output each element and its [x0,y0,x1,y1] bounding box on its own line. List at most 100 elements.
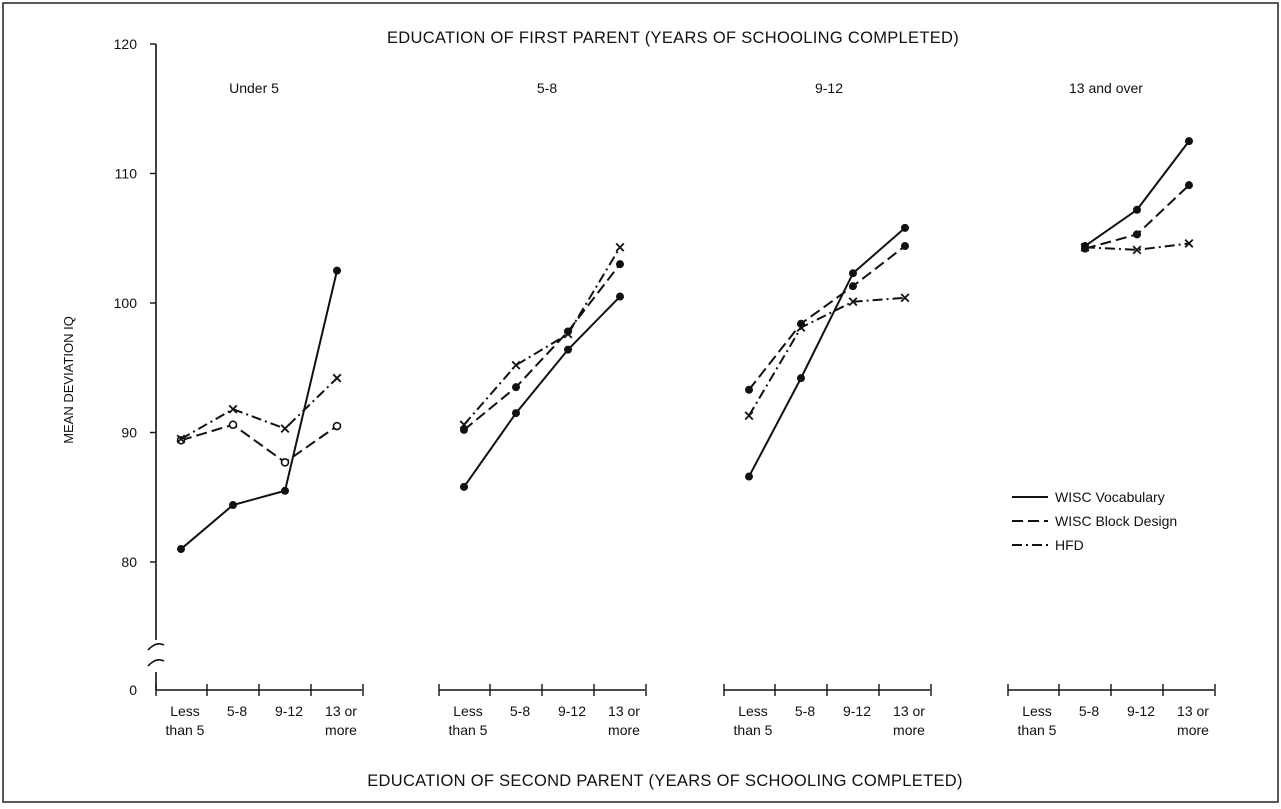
panel-label: 5-8 [537,80,557,96]
data-point [511,360,521,370]
chart-title: EDUCATION OF FIRST PARENT (YEARS OF SCHO… [387,29,959,47]
y-axis-label: MEAN DEVIATION IQ [61,316,76,444]
data-point [512,383,520,392]
series-line [1084,184,1190,250]
x-tick-label: 9-12 [275,703,303,719]
data-point [745,385,753,394]
x-tick-label: more [893,722,925,738]
data-point [1132,245,1142,255]
data-point [176,434,186,444]
x-tick-label: more [325,722,357,738]
series-line [180,423,338,464]
legend-label: HFD [1055,537,1084,553]
x-tick-label: 5-8 [1079,703,1099,719]
data-point [745,472,753,481]
panel: 5-8 Less than 5 5-8 9-12 13 or more [438,80,647,738]
data-point [563,329,573,339]
data-point [229,501,237,510]
series-line [463,246,621,426]
data-point [332,373,342,383]
panel: 13 and over Less than 5 5-8 9-12 13 or more [1007,80,1216,738]
series-line [463,295,621,488]
x-tick-label: Less [1022,703,1052,719]
series-line [748,227,906,477]
series-line [180,377,338,440]
legend-label: WISC Block Design [1055,513,1177,529]
legend-label: WISC Vocabulary [1055,489,1165,505]
panel-label: 9-12 [815,80,843,96]
x-tick-label: than 5 [1018,722,1057,738]
data-point [228,404,238,414]
data-point [280,424,290,434]
data-point [281,486,289,495]
data-point [1184,238,1194,248]
x-tick-label: 5-8 [795,703,815,719]
x-tick-label: than 5 [166,722,205,738]
data-point [1133,230,1141,239]
x-tick-label: Less [453,703,483,719]
y-tick-label: 110 [115,166,138,182]
x-axis-label: EDUCATION OF SECOND PARENT (YEARS OF SCH… [367,772,963,790]
data-point [333,266,341,275]
x-tick-label: 13 or [325,703,357,719]
data-point [459,420,469,430]
x-tick-label: 5-8 [227,703,247,719]
data-point [332,421,342,431]
x-tick-label: 9-12 [843,703,871,719]
data-point [1081,244,1089,253]
data-point [744,411,754,421]
x-tick-label: 13 or [893,703,925,719]
data-point [1185,181,1193,190]
data-point [564,345,572,354]
data-point [900,293,910,303]
data-point [901,242,909,251]
data-point [615,242,625,252]
data-point [796,323,806,333]
panels: Under 5 Less than 5 5-8 9-12 13 or more 5-8 Less… [155,80,1216,738]
panel: 9-12 Less than 5 5-8 9-12 13 or more [723,80,932,738]
series-line [748,296,906,417]
data-point [512,409,520,418]
y-axis-break-mark [147,643,165,651]
y-tick-label: 120 [114,36,138,52]
legend: WISC Vocabulary WISC Block Design HFD [1012,489,1177,553]
x-tick-label: 9-12 [558,703,586,719]
y-tick-label: 90 [121,425,137,441]
x-tick-label: Less [738,703,768,719]
data-point [616,260,624,269]
x-tick-label: than 5 [449,722,488,738]
x-tick-label: than 5 [734,722,773,738]
x-tick-label: 13 or [1177,703,1209,719]
y-axis-break-mark [147,659,165,667]
data-point [797,374,805,383]
data-point [849,269,857,278]
series-line [1084,140,1190,247]
y-axis: 120 110 100 90 80 0 [114,36,165,698]
x-tick-label: Less [170,703,200,719]
series-line [180,270,338,550]
data-point [1080,242,1090,252]
panel-label: 13 and over [1069,80,1143,96]
data-point [280,457,290,467]
x-tick-label: more [1177,722,1209,738]
data-point [460,482,468,491]
series-line [463,263,621,431]
y-tick-label: 100 [114,295,138,311]
data-point [849,282,857,291]
data-point [1133,205,1141,214]
x-tick-label: 9-12 [1127,703,1155,719]
x-tick-label: 5-8 [510,703,530,719]
panel: Under 5 Less than 5 5-8 9-12 13 or more [155,80,364,738]
x-tick-label: more [608,722,640,738]
y-tick-label: 80 [121,554,137,570]
data-point [901,223,909,232]
data-point [616,292,624,301]
series-line [1084,242,1190,251]
y-tick-label-zero: 0 [129,682,137,698]
x-tick-label: 13 or [608,703,640,719]
data-point [848,297,858,307]
data-point [177,545,185,554]
